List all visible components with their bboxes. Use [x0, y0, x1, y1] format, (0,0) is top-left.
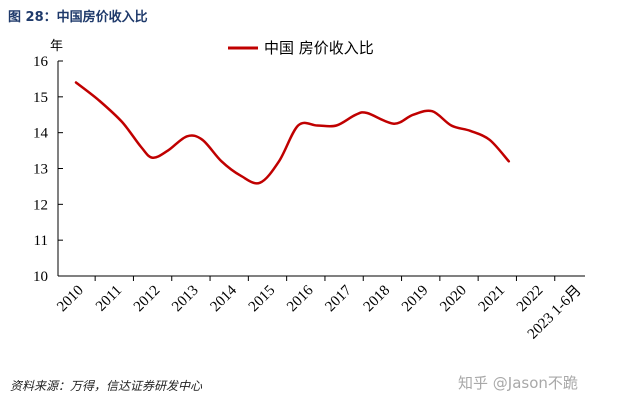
series-layer: [74, 81, 511, 185]
x-tick-label: 2010: [54, 283, 87, 316]
legend-label: 中国 房价收入比: [264, 39, 374, 57]
legend: 中国 房价收入比: [228, 39, 374, 57]
x-tick-label: 2019: [399, 283, 432, 316]
x-tick-label: 2017: [322, 282, 355, 315]
x-tick-label: 2011: [93, 283, 125, 315]
y-tick-label: 12: [33, 197, 48, 213]
x-tick-label: 2022: [514, 283, 547, 316]
x-tick-label: 2012: [131, 283, 164, 316]
y-tick-label: 11: [34, 233, 48, 249]
source-note: 资料来源：万得，信达证券研发中心: [10, 379, 203, 393]
y-axis-label: 年: [50, 39, 63, 54]
x-tick-label: 2020: [437, 283, 470, 316]
x-tick-label: 2021: [476, 283, 509, 316]
x-tick-label: 2014: [208, 282, 241, 315]
x-tick-label: 2018: [361, 283, 394, 316]
x-tick-label: 2016: [284, 282, 317, 315]
figure-title: 图 28：中国房价收入比: [8, 10, 148, 25]
series-line: [74, 81, 511, 185]
watermark: 知乎 @Jason不跪: [458, 374, 578, 392]
y-tick-label: 14: [33, 126, 49, 142]
y-tick-label: 16: [33, 54, 49, 70]
y-tick-label: 10: [33, 269, 48, 285]
x-tick-label: 2015: [246, 283, 279, 316]
y-tick-label: 13: [33, 162, 48, 178]
y-tick-label: 15: [33, 90, 48, 106]
x-tick-label: 2013: [169, 283, 202, 316]
